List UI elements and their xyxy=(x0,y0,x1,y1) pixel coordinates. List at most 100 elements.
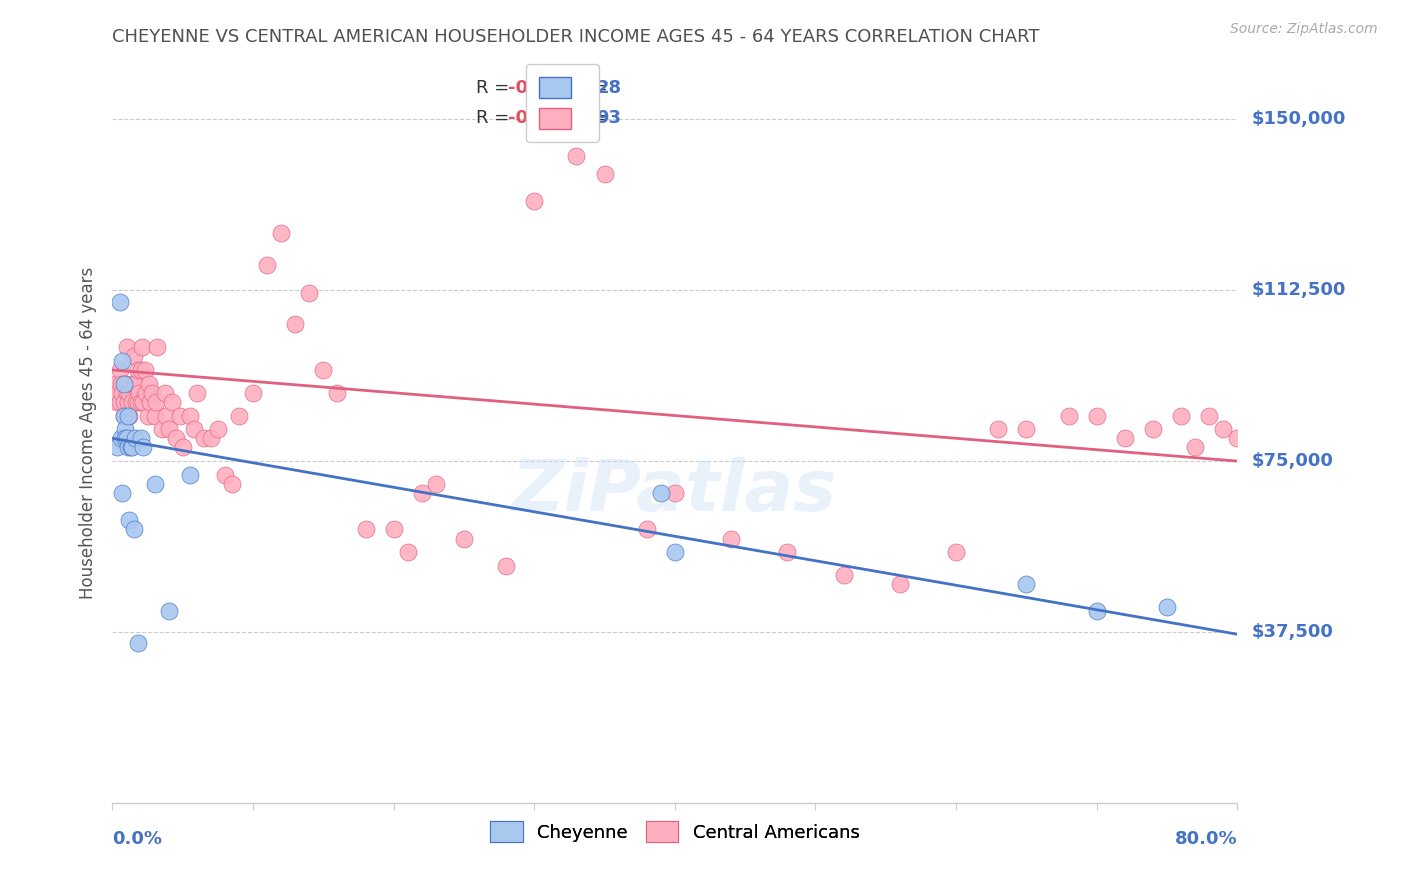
Point xyxy=(121,395,143,409)
Point xyxy=(117,441,139,455)
Point xyxy=(1057,409,1080,423)
Point xyxy=(129,363,152,377)
Point xyxy=(131,340,153,354)
Text: N =: N = xyxy=(562,79,614,97)
Point xyxy=(136,409,159,423)
Point xyxy=(987,422,1010,436)
Point xyxy=(117,395,139,409)
Text: 28: 28 xyxy=(596,79,621,97)
Point xyxy=(132,395,155,409)
Point xyxy=(105,395,128,409)
Point xyxy=(120,441,142,455)
Point xyxy=(124,431,146,445)
Point xyxy=(122,523,145,537)
Point xyxy=(1184,441,1206,455)
Point xyxy=(650,486,672,500)
Point xyxy=(284,318,307,332)
Point xyxy=(141,385,163,400)
Point xyxy=(221,476,243,491)
Point xyxy=(193,431,215,445)
Point xyxy=(172,441,194,455)
Y-axis label: Householder Income Ages 45 - 64 years: Householder Income Ages 45 - 64 years xyxy=(79,267,97,599)
Point xyxy=(138,376,160,391)
Point xyxy=(1156,599,1178,614)
Point xyxy=(1114,431,1136,445)
Point xyxy=(128,385,150,400)
Point xyxy=(565,149,588,163)
Point xyxy=(179,467,201,482)
Point xyxy=(132,441,155,455)
Point xyxy=(160,395,183,409)
Point xyxy=(122,349,145,363)
Text: $75,000: $75,000 xyxy=(1251,452,1333,470)
Point xyxy=(889,577,911,591)
Point xyxy=(157,422,180,436)
Point xyxy=(1268,431,1291,445)
Point xyxy=(125,395,148,409)
Text: -0.230: -0.230 xyxy=(509,109,572,127)
Point xyxy=(108,294,131,309)
Point xyxy=(1282,422,1305,436)
Point xyxy=(155,409,177,423)
Text: CHEYENNE VS CENTRAL AMERICAN HOUSEHOLDER INCOME AGES 45 - 64 YEARS CORRELATION C: CHEYENNE VS CENTRAL AMERICAN HOUSEHOLDER… xyxy=(112,28,1040,45)
Point xyxy=(143,409,166,423)
Point xyxy=(127,395,149,409)
Point xyxy=(1085,409,1108,423)
Point xyxy=(776,545,799,559)
Point xyxy=(425,476,447,491)
Point xyxy=(112,376,135,391)
Point xyxy=(134,363,156,377)
Text: ZiPatlas: ZiPatlas xyxy=(512,458,838,526)
Point xyxy=(118,409,141,423)
Point xyxy=(104,376,127,391)
Point xyxy=(112,409,135,423)
Point xyxy=(105,441,128,455)
Point xyxy=(242,385,264,400)
Point xyxy=(523,194,546,209)
Point xyxy=(112,395,135,409)
Point xyxy=(636,523,658,537)
Point xyxy=(153,385,176,400)
Point xyxy=(118,513,141,527)
Point xyxy=(108,395,131,409)
Point xyxy=(186,385,208,400)
Legend: Cheyenne, Central Americans: Cheyenne, Central Americans xyxy=(482,814,868,849)
Point xyxy=(121,441,143,455)
Point xyxy=(1015,422,1038,436)
Point xyxy=(228,409,250,423)
Point xyxy=(312,363,335,377)
Point xyxy=(1226,431,1249,445)
Point xyxy=(411,486,433,500)
Point xyxy=(200,431,222,445)
Point xyxy=(298,285,321,300)
Point xyxy=(1310,441,1333,455)
Point xyxy=(1254,395,1277,409)
Point xyxy=(127,636,149,650)
Text: 93: 93 xyxy=(596,109,621,127)
Point xyxy=(110,431,132,445)
Point xyxy=(150,422,173,436)
Point xyxy=(453,532,475,546)
Point xyxy=(120,376,142,391)
Point xyxy=(256,258,278,272)
Text: 0.0%: 0.0% xyxy=(112,830,163,847)
Point xyxy=(114,422,136,436)
Point xyxy=(1198,409,1220,423)
Point xyxy=(107,385,129,400)
Point xyxy=(115,340,138,354)
Text: -0.394: -0.394 xyxy=(509,79,572,97)
Point xyxy=(720,532,742,546)
Text: 80.0%: 80.0% xyxy=(1174,830,1237,847)
Point xyxy=(270,227,292,241)
Point xyxy=(145,395,167,409)
Point xyxy=(396,545,419,559)
Text: R =: R = xyxy=(475,79,515,97)
Point xyxy=(110,376,132,391)
Point xyxy=(1085,604,1108,618)
Point xyxy=(593,167,616,181)
Point xyxy=(146,340,169,354)
Text: $150,000: $150,000 xyxy=(1251,111,1346,128)
Point xyxy=(183,422,205,436)
Point xyxy=(165,431,187,445)
Point xyxy=(354,523,377,537)
